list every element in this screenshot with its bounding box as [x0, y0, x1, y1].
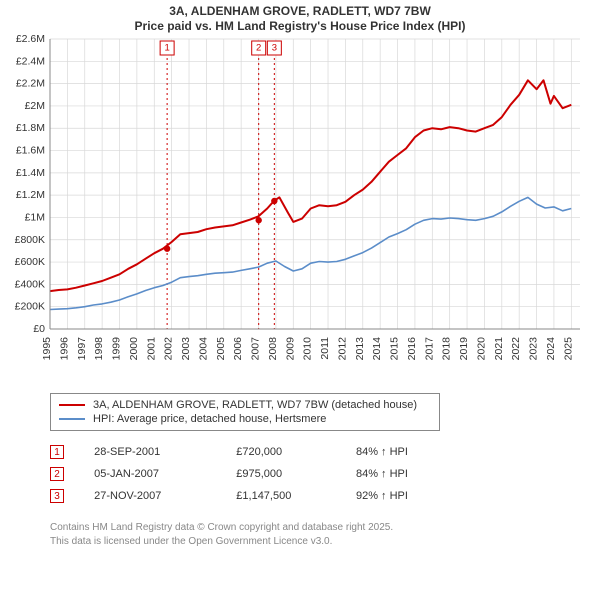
- line-chart-svg: £0 £200K £400K £600K £800K £1M £1.2M £1.4M £1.6M…: [0, 35, 600, 385]
- y-tick-label: £1M: [25, 211, 45, 223]
- legend-swatch: [59, 418, 85, 420]
- y-tick-label: £1.4M: [16, 167, 45, 179]
- x-tick-label: 2020: [475, 337, 487, 361]
- legend-label: HPI: Average price, detached house, Hert…: [93, 413, 326, 425]
- x-tick-label: 2011: [319, 337, 331, 360]
- marker-delta: 92% ↑ HPI: [356, 485, 470, 507]
- marker-date: 28-SEP-2001: [94, 441, 236, 463]
- x-tick-label: 2006: [232, 337, 244, 361]
- x-tick-label: 2000: [128, 337, 140, 361]
- y-tick-label: £2.2M: [16, 78, 45, 90]
- y-tick-label: £1.6M: [16, 145, 45, 157]
- x-tick-label: 2022: [510, 337, 522, 361]
- y-tick-label: £2.6M: [16, 35, 45, 45]
- legend-item: HPI: Average price, detached house, Hert…: [59, 412, 431, 426]
- x-tick-label: 2007: [250, 337, 262, 361]
- x-tick-label: 2024: [545, 337, 557, 361]
- x-tick-label: 2008: [267, 337, 279, 361]
- footer-line-2: This data is licensed under the Open Gov…: [50, 535, 600, 549]
- title-line-2: Price paid vs. HM Land Registry's House …: [0, 19, 600, 33]
- x-tick-label: 2009: [284, 337, 296, 361]
- legend: 3A, ALDENHAM GROVE, RADLETT, WD7 7BW (de…: [50, 393, 440, 431]
- marker-row: 3 27-NOV-2007£1,147,50092% ↑ HPI: [50, 485, 470, 507]
- y-tick-label: £800K: [15, 234, 45, 246]
- chart-area: £0 £200K £400K £600K £800K £1M £1.2M £1.4M £1.6M…: [0, 35, 600, 385]
- x-tick-label: 2003: [180, 337, 192, 361]
- footer-line-1: Contains HM Land Registry data © Crown c…: [50, 521, 600, 535]
- x-tick-label: 2004: [197, 337, 209, 361]
- y-tick-label: £2.4M: [16, 55, 45, 67]
- x-tick-label: 2025: [562, 337, 574, 361]
- x-tick-label: 2016: [406, 337, 418, 361]
- y-tick-label: £1.8M: [16, 122, 45, 134]
- x-tick-label: 2018: [441, 337, 453, 361]
- marker-delta: 84% ↑ HPI: [356, 441, 470, 463]
- x-tick-label: 2019: [458, 337, 470, 361]
- marker-number-box: 3: [50, 489, 64, 503]
- marker-number-box: 2: [50, 467, 64, 481]
- marker-price: £1,147,500: [236, 485, 356, 507]
- x-tick-label: 1997: [76, 337, 88, 361]
- y-tick-label: £0: [33, 323, 45, 335]
- x-tick-label: 2021: [493, 337, 505, 361]
- legend-item: 3A, ALDENHAM GROVE, RADLETT, WD7 7BW (de…: [59, 398, 431, 412]
- x-tick-label: 2013: [354, 337, 366, 361]
- chart-titles: 3A, ALDENHAM GROVE, RADLETT, WD7 7BW Pri…: [0, 0, 600, 35]
- x-tick-label: 1995: [41, 337, 53, 361]
- marker-row: 1 28-SEP-2001£720,00084% ↑ HPI: [50, 441, 470, 463]
- x-tick-label: 2010: [302, 337, 314, 361]
- event-marker-label: 3: [272, 43, 277, 54]
- y-tick-label: £200K: [15, 301, 45, 313]
- y-tick-label: £600K: [15, 256, 45, 268]
- title-line-1: 3A, ALDENHAM GROVE, RADLETT, WD7 7BW: [0, 4, 600, 18]
- x-tick-label: 2001: [145, 337, 157, 361]
- marker-date: 05-JAN-2007: [94, 463, 236, 485]
- marker-price: £975,000: [236, 463, 356, 485]
- x-tick-label: 2014: [371, 337, 383, 361]
- event-marker-label: 2: [256, 43, 261, 54]
- x-tick-label: 2012: [336, 337, 348, 361]
- x-tick-label: 2017: [423, 337, 435, 361]
- legend-label: 3A, ALDENHAM GROVE, RADLETT, WD7 7BW (de…: [93, 399, 417, 411]
- x-tick-label: 1999: [111, 337, 123, 361]
- x-tick-label: 2005: [215, 337, 227, 361]
- legend-swatch: [59, 404, 85, 406]
- marker-price: £720,000: [236, 441, 356, 463]
- marker-date: 27-NOV-2007: [94, 485, 236, 507]
- x-tick-label: 1996: [58, 337, 70, 361]
- x-tick-label: 1998: [93, 337, 105, 361]
- footer-attribution: Contains HM Land Registry data © Crown c…: [50, 521, 600, 548]
- event-marker-label: 1: [164, 43, 169, 54]
- marker-row: 2 05-JAN-2007£975,00084% ↑ HPI: [50, 463, 470, 485]
- y-tick-label: £2M: [25, 100, 45, 112]
- x-tick-label: 2015: [389, 337, 401, 361]
- marker-number-box: 1: [50, 445, 64, 459]
- x-tick-label: 2002: [163, 337, 175, 361]
- marker-delta: 84% ↑ HPI: [356, 463, 470, 485]
- y-tick-label: £400K: [15, 278, 45, 290]
- y-tick-label: £1.2M: [16, 189, 45, 201]
- markers-table: 1 28-SEP-2001£720,00084% ↑ HPI 2 05-JAN-200…: [50, 441, 470, 507]
- x-tick-label: 2023: [528, 337, 540, 361]
